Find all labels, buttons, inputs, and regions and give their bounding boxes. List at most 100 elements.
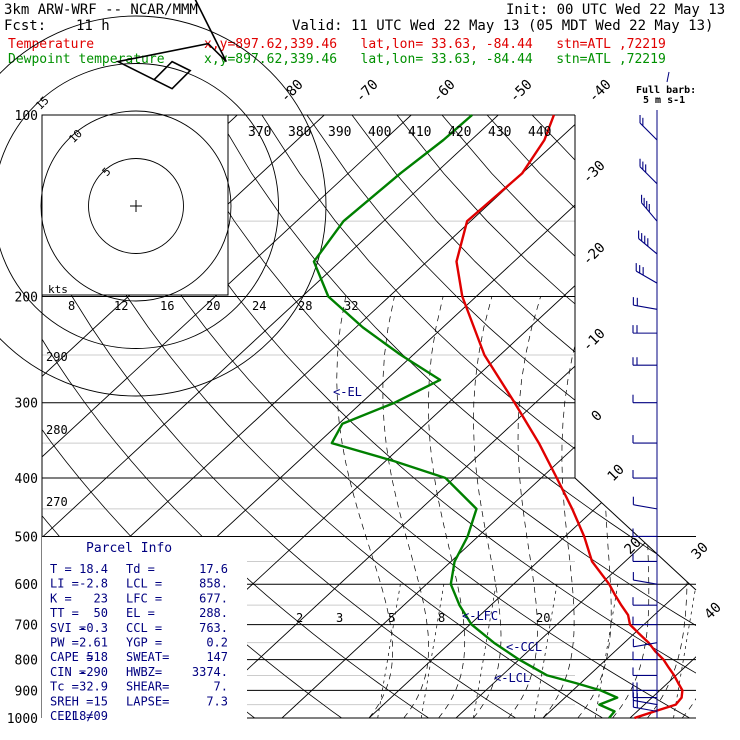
mixing-ratio-line bbox=[473, 584, 497, 718]
profile-curves: <-EL <-LFC <-CCL <-LCL bbox=[312, 114, 684, 720]
dry-adiabat bbox=[216, 115, 696, 718]
hodograph-ring bbox=[0, 63, 279, 349]
pressure-label: 600 bbox=[15, 578, 38, 593]
parcel-title: Parcel Info bbox=[86, 541, 172, 556]
parcel-cell: LAPSE= bbox=[126, 694, 169, 708]
mixing-ratio-line bbox=[377, 584, 401, 718]
parcel-cell: 147 bbox=[206, 650, 228, 664]
wind-barb bbox=[633, 642, 658, 648]
mixing-ratio-label: 20 bbox=[536, 611, 550, 625]
parcel-cell: 3374. bbox=[192, 665, 228, 679]
parcel-cell: 677. bbox=[199, 591, 228, 605]
dry-adiabat bbox=[351, 115, 696, 718]
parcel-cell: CCL = bbox=[126, 621, 162, 635]
parcel-cell: 23 bbox=[94, 591, 108, 605]
hodograph-ring bbox=[40, 110, 232, 302]
parcel-cell: -0.3 bbox=[79, 621, 108, 635]
theta-label: 400 bbox=[368, 125, 391, 140]
mixing-ratio-line bbox=[420, 584, 445, 718]
level-annotation: <-LFC bbox=[462, 609, 498, 623]
parcel-cell: PW = bbox=[50, 636, 79, 650]
wind-barb bbox=[633, 579, 658, 585]
parcel-cell: Tc = bbox=[50, 680, 79, 694]
parcel-cell: YGP = bbox=[126, 636, 162, 650]
speed-axis-label: 32 bbox=[344, 299, 358, 313]
parcel-info-table: Parcel Info T = 18.4 Td = 17.6 LI = -2.8 LCL = 8… bbox=[42, 537, 247, 725]
parcel-cell: LCL = bbox=[126, 577, 162, 591]
parcel-cell: 7. bbox=[214, 680, 228, 694]
isotherm-line bbox=[42, 115, 412, 718]
parcel-cell: SWEAT= bbox=[126, 650, 169, 664]
dry-adiabat bbox=[621, 115, 696, 718]
temperature-location: x,y=897.62,339.46 lat,lon= 33.63, -84.44… bbox=[204, 37, 666, 52]
parcel-cell: Td = bbox=[126, 562, 155, 576]
parcel-cell: EL = bbox=[126, 606, 155, 620]
moist-adiabat bbox=[542, 296, 590, 718]
pressure-label: 900 bbox=[15, 684, 38, 699]
mixing-ratio-line bbox=[533, 584, 558, 718]
temperature-line bbox=[455, 114, 684, 720]
parcel-cell: CAPE = bbox=[50, 650, 93, 664]
pressure-label: 700 bbox=[15, 619, 38, 634]
dry-adiabat bbox=[486, 115, 696, 718]
dry-adiabat bbox=[126, 115, 696, 718]
full-barb-units: 5 m s-1 bbox=[643, 95, 685, 106]
isotherm-line bbox=[455, 115, 696, 718]
theta-label: 370 bbox=[248, 125, 271, 140]
parcel-cell: 518 bbox=[86, 650, 108, 664]
mixing-ratio-line bbox=[594, 584, 619, 718]
speed-axis-label: 16 bbox=[160, 299, 174, 313]
dry-adiabat bbox=[81, 115, 690, 718]
speed-axis-label: 8 bbox=[68, 299, 75, 313]
forecast-label: Fcst: bbox=[4, 18, 47, 34]
parcel-cell: HWBZ= bbox=[126, 665, 162, 679]
parcel-cell: LFC = bbox=[126, 591, 162, 605]
parcel-cell: 2.61 bbox=[79, 636, 108, 650]
dewpoint-line bbox=[312, 114, 619, 719]
temp-axis-label: -50 bbox=[507, 77, 536, 106]
temp-axis-label: -20 bbox=[580, 240, 609, 269]
speed-axis-label: 28 bbox=[298, 299, 312, 313]
parcel-cell: 0.2 bbox=[206, 636, 228, 650]
full-barb-sample bbox=[666, 71, 670, 83]
theta-label: 420 bbox=[448, 125, 471, 140]
parcel-cell: 17.6 bbox=[199, 562, 228, 576]
full-barb-title: Full barb: bbox=[636, 85, 696, 96]
parcel-cell: TT = bbox=[50, 606, 79, 620]
pressure-label: 500 bbox=[15, 530, 38, 545]
parcel-box bbox=[42, 537, 247, 725]
parcel-cell: LI = bbox=[50, 577, 79, 591]
pressure-label: 300 bbox=[15, 397, 38, 412]
valid-time: Valid: 11 UTC Wed 22 May 13 (05 MDT Wed … bbox=[292, 18, 714, 34]
pressure-label: 100 bbox=[15, 109, 38, 124]
moist-adiabat bbox=[681, 296, 696, 718]
temp-axis-label: -10 bbox=[580, 326, 609, 355]
theta-label: 410 bbox=[408, 125, 431, 140]
parcel-cell: 15 bbox=[94, 694, 108, 708]
mixing-ratio-label: 5 bbox=[388, 611, 395, 625]
parcel-cell: -2.8 bbox=[79, 577, 108, 591]
parcel-cell: SVI = bbox=[50, 621, 86, 635]
theta-left-label: 290 bbox=[46, 350, 68, 364]
temp-axis-label: 40 bbox=[702, 600, 725, 623]
temp-axis-label: -70 bbox=[353, 77, 382, 106]
moist-adiabat bbox=[647, 296, 696, 718]
pressure-label: 1000 bbox=[7, 712, 38, 727]
pressure-label: 800 bbox=[15, 654, 38, 669]
dry-adiabat bbox=[712, 115, 740, 718]
temp-axis-label: -30 bbox=[580, 158, 609, 187]
hodograph-trace bbox=[115, 0, 228, 90]
dewpoint-location: x,y=897.62,339.46 lat,lon= 33.63, -84.44… bbox=[204, 52, 666, 67]
dry-adiabat bbox=[306, 115, 696, 718]
pressure-label: 400 bbox=[15, 472, 38, 487]
moist-adiabat bbox=[577, 296, 639, 718]
theta-label: 440 bbox=[528, 125, 551, 140]
dry-adiabat bbox=[261, 115, 696, 718]
mixing-ratio-label: 3 bbox=[336, 611, 343, 625]
level-annotation: <-LCL bbox=[494, 671, 530, 685]
parcel-cell: 218/09 bbox=[65, 709, 108, 723]
theta-label: 390 bbox=[328, 125, 351, 140]
hodograph-ring bbox=[88, 158, 184, 254]
